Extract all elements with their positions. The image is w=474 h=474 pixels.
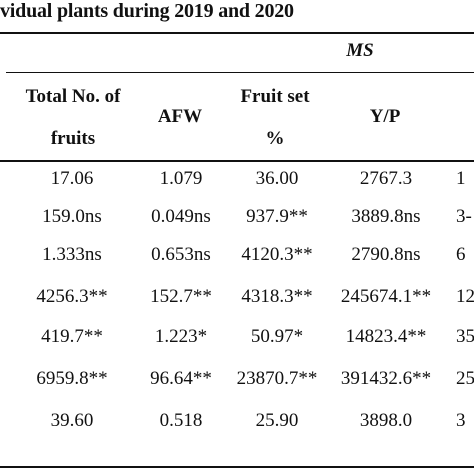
table-cell-yp: 3889.8ns <box>351 206 421 227</box>
table-cell-afw: 0.653ns <box>151 244 211 265</box>
table-cell-truncated: 6 <box>456 244 466 265</box>
table-cell-yp: 14823.4** <box>345 326 427 347</box>
table-cell-afw: 1.223* <box>154 326 208 347</box>
table-cell-fruit-set: 4120.3** <box>241 244 313 265</box>
table-cell-fruit-set: 36.00 <box>255 168 299 189</box>
col-header-total-fruits-line2: fruits <box>50 128 96 149</box>
table-cell-fruit-set: 4318.3** <box>241 286 313 307</box>
ms-group-header: MS <box>346 40 374 61</box>
table-cell-total: 419.7** <box>41 326 103 347</box>
table-cell-truncated: 122 <box>456 286 474 307</box>
table-cell-total: 159.0ns <box>42 206 102 227</box>
table-cell-afw: 96.64** <box>150 368 212 389</box>
table-cell-fruit-set: 25.90 <box>255 410 299 431</box>
table-cell-truncated: 3- <box>456 206 472 227</box>
col-header-fruit-set-line1: Fruit set <box>240 86 310 107</box>
table-cell-fruit-set: 50.97* <box>250 326 304 347</box>
table-cell-truncated: 25 <box>456 368 474 389</box>
table-caption: vidual plants during 2019 and 2020 <box>0 0 294 22</box>
table-cell-yp: 2767.3 <box>359 168 413 189</box>
table-cell-total: 1.333ns <box>42 244 102 265</box>
group-underline <box>6 72 474 73</box>
header-bottom-rule <box>0 160 474 162</box>
table-cell-yp: 2790.8ns <box>351 244 421 265</box>
table-cell-truncated: 3 <box>456 410 466 431</box>
table-cell-truncated: 1 <box>456 168 466 189</box>
table-cell-afw: 152.7** <box>150 286 212 307</box>
col-header-total-fruits-line1: Total No. of <box>25 86 121 107</box>
table-cell-afw: 1.079 <box>159 168 203 189</box>
table-cell-truncated: 35 <box>456 326 474 347</box>
col-header-afw: AFW <box>157 106 203 127</box>
table-cell-afw: 0.518 <box>159 410 203 431</box>
table-cell-total: 4256.3** <box>36 286 108 307</box>
table-cell-afw: 0.049ns <box>151 206 211 227</box>
table-cell-yp: 245674.1** <box>340 286 432 307</box>
table-cell-yp: 391432.6** <box>340 368 432 389</box>
col-header-yp: Y/P <box>369 106 401 127</box>
top-rule <box>0 32 474 34</box>
table-cell-total: 17.06 <box>50 168 94 189</box>
col-header-fruit-set-line2: % <box>265 128 285 149</box>
table-cell-yp: 3898.0 <box>359 410 413 431</box>
bottom-rule <box>0 466 474 468</box>
table-cell-fruit-set: 937.9** <box>246 206 308 227</box>
table-cell-fruit-set: 23870.7** <box>236 368 318 389</box>
table-cell-total: 39.60 <box>50 410 94 431</box>
table-cell-total: 6959.8** <box>36 368 108 389</box>
